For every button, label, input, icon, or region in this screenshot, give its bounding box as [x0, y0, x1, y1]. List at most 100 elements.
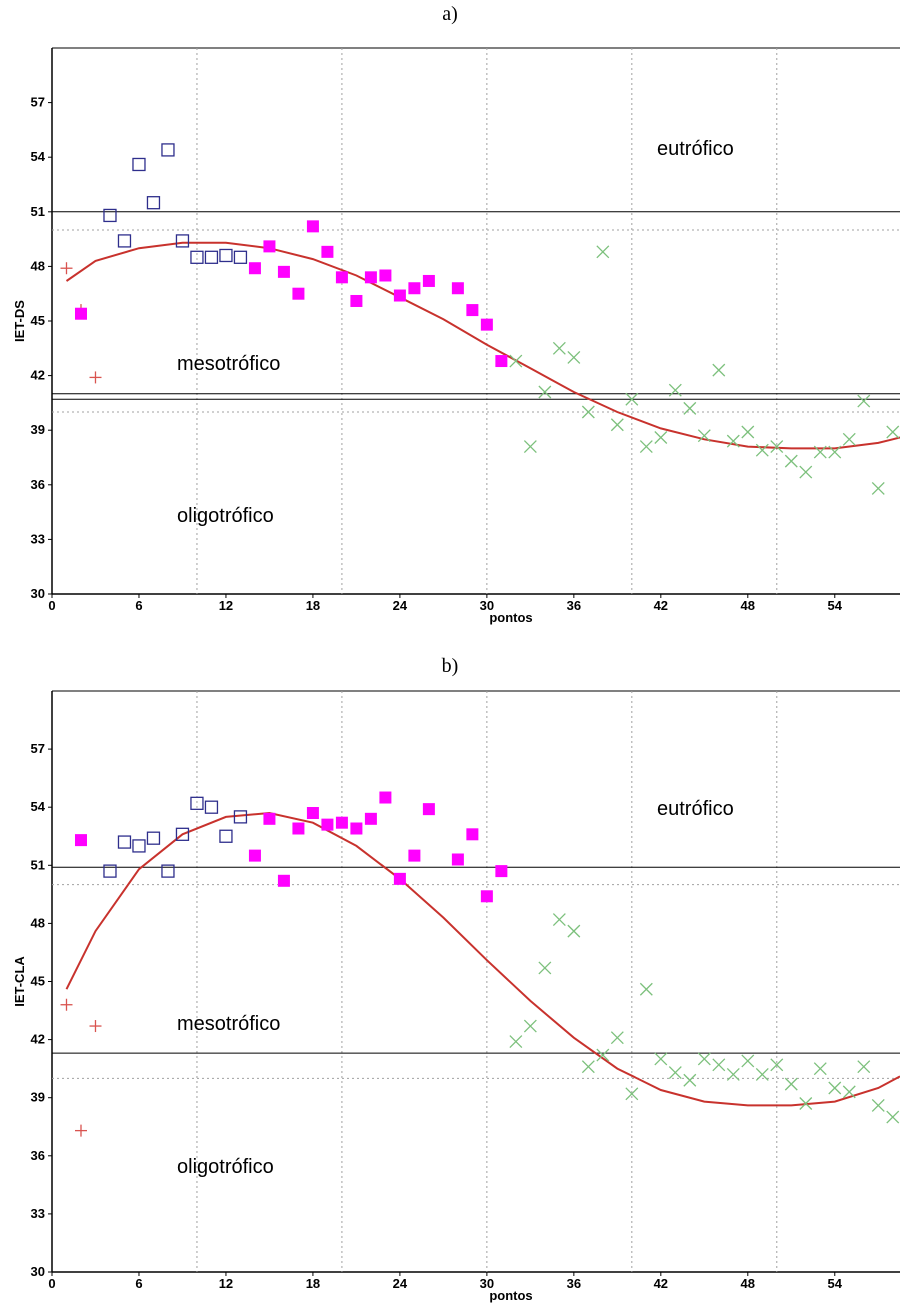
data-point-cross — [813, 1062, 827, 1076]
y-tick-label: 48 — [31, 915, 45, 930]
x-tick-label: 12 — [219, 598, 233, 613]
data-point-filled-square — [408, 849, 421, 862]
data-point-open-square — [219, 248, 233, 263]
data-point-filled-square — [379, 269, 392, 282]
x-tick-label: 48 — [741, 598, 755, 613]
data-point-filled-square — [393, 289, 406, 302]
data-point-cross — [581, 1060, 595, 1074]
data-point-open-square — [117, 234, 132, 248]
data-point-filled-square — [466, 304, 479, 317]
y-tick-label: 54 — [31, 799, 46, 814]
data-point-cross — [639, 440, 653, 454]
data-point-cross — [828, 1081, 842, 1095]
x-tick-label: 0 — [48, 598, 55, 613]
data-point-filled-square — [292, 822, 305, 835]
x-tick-label: 18 — [306, 1276, 320, 1291]
data-point-cross — [683, 1073, 697, 1087]
y-tick-label: 51 — [31, 857, 45, 872]
data-point-filled-square — [364, 271, 377, 284]
data-point-cross — [712, 363, 726, 377]
data-point-open-square — [161, 864, 175, 878]
data-point-cross — [552, 913, 566, 926]
x-tick-label: 12 — [219, 1276, 233, 1291]
data-point-cross — [596, 245, 610, 259]
data-point-filled-square — [74, 834, 87, 847]
data-point-filled-square — [350, 822, 363, 835]
data-point-filled-square — [277, 874, 290, 887]
data-point-cross — [726, 1068, 740, 1081]
y-tick-label: 36 — [31, 477, 45, 492]
data-point-open-square — [117, 835, 132, 849]
chart-panel-b: 30 33 36 39 42 45 48 51 54 57 0 6 12 18 24 30 36 42 48 54 po… — [12, 690, 900, 1303]
data-point-cross — [770, 440, 784, 454]
data-point-cross — [842, 432, 856, 446]
x-tick-label: 18 — [306, 598, 320, 613]
y-tick-label: 39 — [31, 422, 45, 437]
data-point-cross — [886, 425, 900, 439]
data-point-open-square — [219, 829, 233, 843]
data-point-open-square — [190, 796, 204, 810]
data-point-open-square — [146, 196, 161, 210]
data-point-cross — [741, 425, 755, 439]
data-point-open-square — [132, 839, 146, 853]
x-tick-label: 36 — [567, 598, 581, 613]
data-point-cross — [523, 440, 537, 454]
x-tick-label: 30 — [480, 598, 494, 613]
data-point-filled-square — [364, 812, 377, 825]
y-tick-label: 57 — [31, 741, 45, 756]
data-point-filled-square — [306, 807, 319, 820]
data-point-cross — [755, 443, 769, 457]
data-point-open-square — [233, 810, 248, 824]
panel-caption-b: b) — [441, 655, 459, 677]
x-tick-label: 42 — [654, 1276, 668, 1291]
data-point-cross — [712, 1058, 726, 1072]
y-tick-label: 42 — [31, 1032, 45, 1047]
data-point-cross — [799, 1097, 813, 1110]
data-point-cross — [509, 354, 523, 368]
y-tick-label: 33 — [31, 531, 45, 546]
zone-label-lower: oligotrófico — [177, 505, 274, 527]
data-point-cross — [625, 1087, 639, 1101]
data-point-cross — [509, 1035, 523, 1048]
y-tick-label: 54 — [31, 149, 46, 164]
data-point-open-square — [161, 143, 175, 157]
x-tick-label: 0 — [48, 1276, 55, 1291]
data-point-cross — [799, 465, 813, 479]
zone-label-upper: eutrófico — [657, 138, 734, 160]
data-point-filled-square — [408, 282, 421, 295]
data-point-cross — [523, 1019, 537, 1033]
data-point-cross — [828, 445, 842, 459]
data-point-cross — [610, 418, 624, 432]
data-point-open-square — [175, 827, 190, 841]
data-point-cross — [871, 1098, 885, 1112]
x-tick-label: 36 — [567, 1276, 581, 1291]
data-point-filled-square — [74, 307, 87, 320]
y-tick-label: 57 — [31, 95, 45, 110]
data-point-filled-square — [263, 240, 276, 253]
data-point-plus — [89, 371, 102, 384]
chart-panel-a: 30 33 36 39 42 45 48 51 54 57 0 6 12 18 24 30 36 42 48 54 po… — [12, 47, 900, 625]
data-point-cross — [697, 429, 711, 443]
data-point-filled-square — [321, 818, 334, 831]
data-point-open-square — [132, 157, 146, 172]
data-point-cross — [813, 445, 827, 459]
data-point-filled-square — [335, 816, 348, 829]
data-point-cross — [842, 1085, 856, 1099]
data-point-cross — [538, 961, 552, 975]
data-point-cross — [668, 383, 682, 397]
data-point-filled-square — [451, 853, 464, 866]
data-point-filled-square — [292, 287, 305, 300]
data-point-filled-square — [335, 271, 348, 284]
data-point-cross — [625, 392, 639, 406]
data-point-filled-square — [451, 282, 464, 295]
data-point-filled-square — [263, 812, 276, 825]
data-point-cross — [668, 1066, 682, 1079]
data-point-filled-square — [495, 865, 508, 878]
y-tick-label: 51 — [31, 204, 45, 219]
data-point-plus — [89, 1020, 102, 1033]
data-point-filled-square — [495, 355, 508, 368]
x-tick-label: 24 — [393, 598, 408, 613]
data-point-cross — [567, 350, 581, 364]
y-tick-label: 48 — [31, 258, 45, 273]
data-point-open-square — [103, 864, 117, 878]
